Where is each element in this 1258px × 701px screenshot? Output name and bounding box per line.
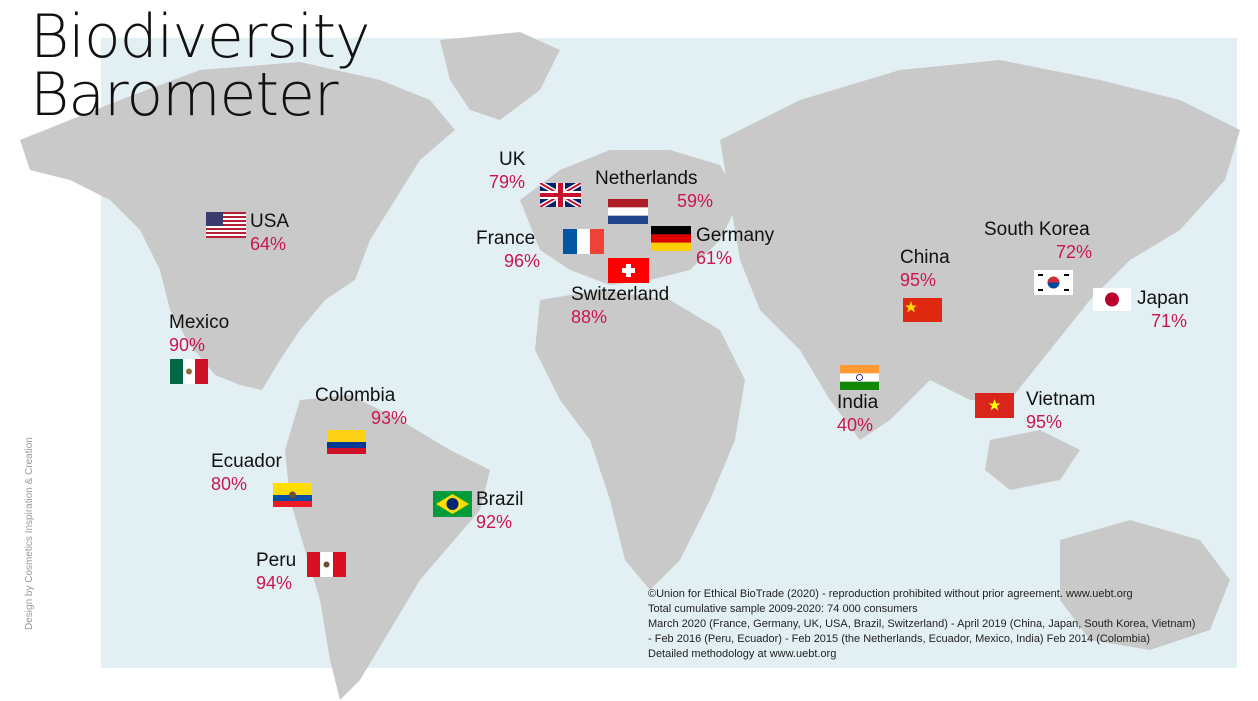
country-percent: 93% [371, 408, 408, 428]
country-name: Colombia [315, 385, 396, 406]
country-percent: 95% [1026, 412, 1063, 432]
country-label-peru: Peru 94% [256, 550, 296, 594]
country-name: South Korea [984, 219, 1090, 240]
india-flag-icon [840, 365, 879, 390]
country-label-colombia: Colombia 93% [315, 385, 407, 429]
page-title: Biodiversity Barometer [30, 2, 370, 130]
country-percent: 92% [476, 512, 513, 532]
peru-flag-icon [307, 552, 346, 577]
design-credit: Design by Cosmetics Inspiration & Creati… [24, 437, 35, 630]
title-line-1: Biodiversity [30, 2, 370, 72]
country-label-japan: Japan 71% [1137, 288, 1189, 332]
country-percent: 90% [169, 335, 206, 355]
brazil-flag-icon [433, 491, 472, 517]
china-flag-icon [903, 298, 942, 322]
country-name: India [837, 392, 879, 413]
netherlands-flag-icon [608, 199, 648, 224]
country-name: Netherlands [595, 168, 698, 189]
country-name: Mexico [169, 312, 230, 333]
country-label-vietnam: Vietnam 95% [1026, 389, 1095, 433]
country-name: Switzerland [571, 284, 670, 305]
greenland-landmass [440, 32, 560, 120]
country-percent: 94% [256, 573, 293, 593]
country-label-brazil: Brazil 92% [476, 489, 524, 533]
country-label-mexico: Mexico 90% [169, 312, 229, 356]
copyright-note: ©Union for Ethical BioTrade (2020) - rep… [648, 588, 1133, 600]
country-percent: 61% [696, 248, 733, 268]
country-name: Ecuador [211, 451, 282, 472]
southeast-asia-islands [985, 430, 1080, 490]
country-label-china: China 95% [900, 247, 950, 291]
country-percent: 80% [211, 474, 248, 494]
sample-note: Total cumulative sample 2009-2020: 74 00… [648, 603, 918, 615]
switzerland-flag-icon [608, 258, 649, 283]
country-label-india: India 40% [837, 392, 878, 436]
country-percent: 64% [250, 234, 287, 254]
country-label-switzerland: Switzerland 88% [571, 284, 669, 328]
country-name: Brazil [476, 489, 524, 510]
country-name: Japan [1137, 288, 1189, 309]
france-flag-icon [563, 229, 604, 254]
ecuador-flag-icon [273, 483, 312, 507]
country-percent: 88% [571, 307, 608, 327]
title-line-2: Barometer [30, 60, 339, 130]
asia-landmass [720, 60, 1240, 440]
south-america-landmass [285, 395, 490, 700]
country-label-germany: Germany 61% [696, 225, 774, 269]
mexico-flag-icon [170, 359, 208, 384]
colombia-flag-icon [327, 430, 366, 454]
country-label-usa: USA 64% [250, 211, 289, 255]
methodology-note: Detailed methodology at www.uebt.org [648, 648, 837, 660]
country-percent: 72% [1056, 242, 1093, 262]
country-label-south-korea: South Korea 72% [984, 219, 1092, 263]
south-korea-flag-icon [1034, 270, 1073, 295]
country-name: Vietnam [1026, 389, 1096, 410]
africa-landmass [535, 290, 745, 590]
source-notes: ©Union for Ethical BioTrade (2020) - rep… [648, 587, 1248, 662]
country-percent: 40% [837, 415, 874, 435]
country-percent: 71% [1151, 311, 1188, 331]
country-label-netherlands: Netherlands 59% [595, 168, 713, 212]
usa-flag-icon [206, 212, 246, 238]
country-name: China [900, 247, 950, 268]
dates-note-2: - Feb 2016 (Peru, Ecuador) - Feb 2015 (t… [648, 633, 1150, 645]
germany-flag-icon [651, 226, 691, 251]
country-label-uk: UK 79% [489, 149, 525, 193]
vietnam-flag-icon [975, 393, 1014, 418]
country-name: Germany [696, 225, 775, 246]
japan-flag-icon [1093, 288, 1131, 311]
country-percent: 95% [900, 270, 937, 290]
country-name: USA [250, 211, 290, 232]
country-percent: 96% [504, 251, 541, 271]
country-name: Peru [256, 550, 297, 571]
country-label-ecuador: Ecuador 80% [211, 451, 282, 495]
australia-landmass [1060, 520, 1230, 650]
country-percent: 79% [489, 172, 526, 192]
country-label-france: France 96% [476, 228, 540, 272]
country-name: France [476, 228, 536, 249]
uk-flag-icon [540, 183, 581, 207]
dates-note-1: March 2020 (France, Germany, UK, USA, Br… [648, 618, 1196, 630]
country-percent: 59% [677, 191, 714, 211]
country-name: UK [499, 149, 526, 170]
